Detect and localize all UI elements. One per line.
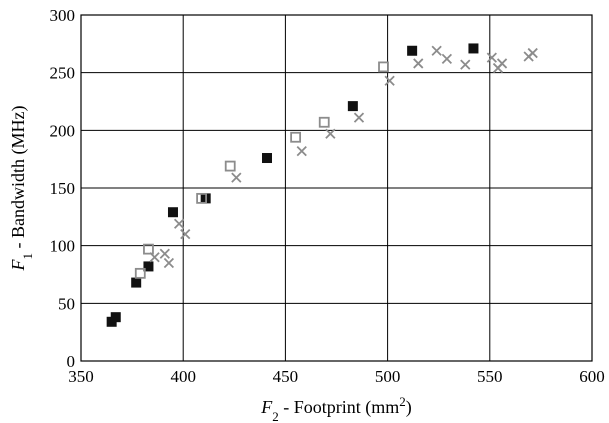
point-open-square-6: [379, 62, 388, 71]
point-filled-square-7: [348, 101, 358, 111]
x-tick-500: 500: [375, 367, 401, 386]
x-axis-text: - Footprint (mm: [279, 397, 400, 418]
point-filled-square-9: [468, 43, 478, 53]
x-axis-suffix: ): [406, 397, 412, 418]
y-tick-labels: 0 50 100 150 200 250 300: [50, 6, 76, 371]
point-open-square-5: [320, 118, 329, 127]
point-cross-2: [164, 258, 173, 267]
y-tick-150: 150: [50, 179, 76, 198]
y-tick-50: 50: [58, 294, 75, 313]
x-tick-400: 400: [170, 367, 196, 386]
y-tick-200: 200: [50, 121, 76, 140]
point-cross-13: [461, 60, 470, 69]
y-tick-300: 300: [50, 6, 76, 25]
point-cross-18: [528, 49, 537, 58]
point-cross-14: [487, 53, 496, 62]
x-tick-450: 450: [273, 367, 299, 386]
grid: [81, 15, 592, 361]
x-tick-600: 600: [579, 367, 605, 386]
point-cross-0: [150, 253, 159, 262]
point-filled-square-8: [407, 46, 417, 56]
y-tick-0: 0: [67, 352, 76, 371]
point-filled-square-6: [262, 153, 272, 163]
series-0-filled-square: [107, 43, 479, 326]
point-filled-square-4: [168, 207, 178, 217]
point-cross-6: [297, 147, 306, 156]
point-filled-square-2: [131, 278, 141, 288]
point-cross-12: [442, 54, 451, 63]
y-tick-100: 100: [50, 237, 76, 256]
point-cross-8: [354, 113, 363, 122]
y-tick-250: 250: [50, 64, 76, 83]
point-cross-10: [414, 59, 423, 68]
point-filled-square-1: [111, 312, 121, 322]
y-axis-title: F1 - Bandwidth (MHz): [8, 106, 35, 272]
point-cross-16: [498, 59, 507, 68]
point-cross-1: [160, 249, 169, 258]
point-cross-3: [175, 219, 184, 228]
series-2-cross: [150, 46, 537, 267]
x-axis-title: F2 - Footprint (mm2): [260, 394, 412, 423]
point-open-square-3: [226, 162, 235, 171]
point-cross-4: [181, 230, 190, 239]
point-open-square-0: [136, 269, 145, 278]
x-tick-550: 550: [477, 367, 503, 386]
y-axis-text: - Bandwidth (MHz): [8, 106, 29, 253]
point-open-square-4: [291, 133, 300, 142]
data-points: [107, 43, 538, 326]
point-cross-9: [385, 76, 394, 85]
x-tick-labels: 350 400 450 500 550 600: [68, 367, 605, 386]
point-cross-11: [432, 46, 441, 55]
point-cross-5: [232, 173, 241, 182]
